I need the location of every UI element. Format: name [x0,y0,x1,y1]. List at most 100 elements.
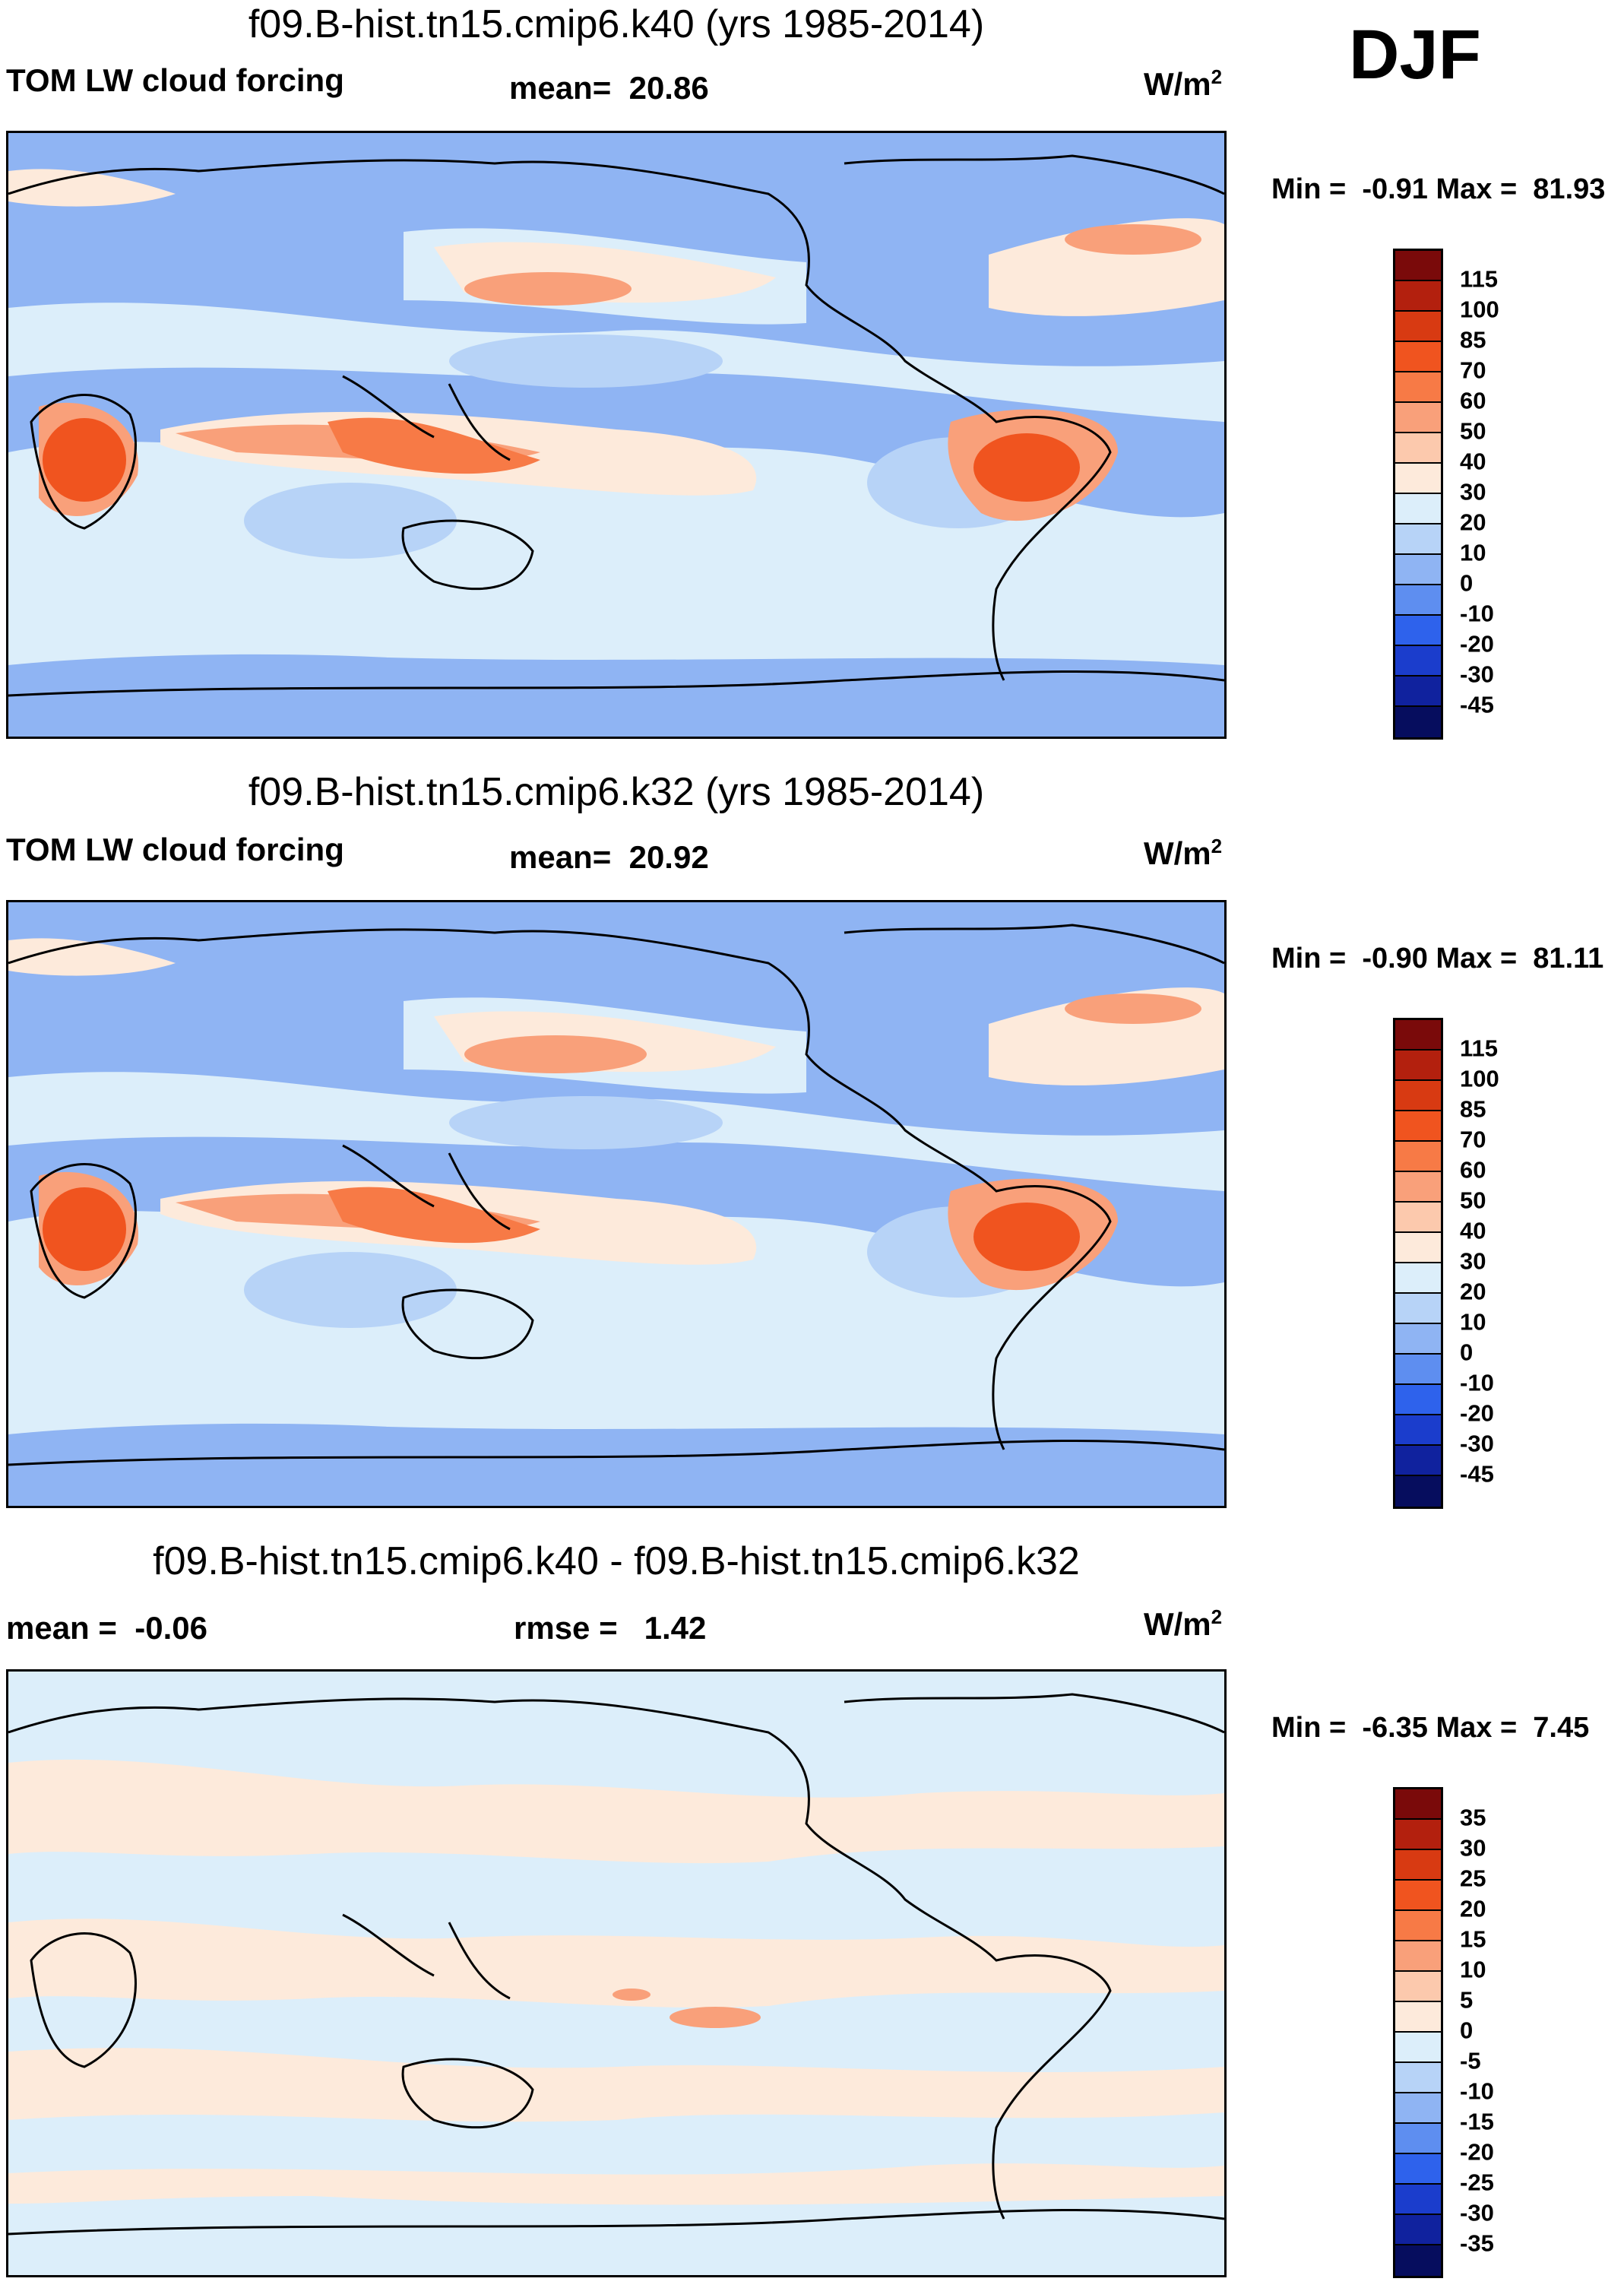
colorbar-tick-label: 20 [1460,1895,1486,1922]
colorbar-tick-label: 60 [1460,1156,1486,1184]
colorbar-tick-label: 10 [1460,1956,1486,1983]
antarctica-region [8,1447,1224,1506]
pacific-light-blue [449,334,723,388]
colorbar-tick-label: 115 [1460,265,1499,293]
panel3-mean: mean = -0.06 [6,1610,207,1646]
colorbar-tick-label: -10 [1460,1369,1494,1396]
colorbar-tick-label: 15 [1460,1925,1486,1953]
colorbar-cell [1395,1233,1441,1263]
colorbar-tick-label: 10 [1460,1308,1486,1336]
colorbar-cell [1395,2215,1441,2245]
europe-peach [8,169,176,207]
colorbar-tick-label: 100 [1460,296,1499,323]
colorbar-tick-label: -45 [1460,691,1494,718]
pacific-salmon-small [613,1989,651,2001]
panel3-colorbar [1393,1787,1443,2278]
colorbar-cell [1395,1142,1441,1172]
colorbar-cell [1395,1820,1441,1850]
colorbar-cell [1395,646,1441,677]
units-text: W/m [1144,1606,1211,1642]
panel1-map [6,131,1227,739]
colorbar-cell [1395,312,1441,342]
panel3-min-label: Min = [1271,1712,1347,1744]
samerica-orange [973,1203,1080,1271]
colorbar-tick-label: 70 [1460,1126,1486,1153]
colorbar-cell [1395,1941,1441,1972]
units-exponent: 2 [1211,1605,1223,1628]
colorbar-tick-label: 60 [1460,387,1486,414]
colorbar-cell [1395,281,1441,312]
colorbar-cell [1395,677,1441,707]
coastlines [8,924,1224,1466]
colorbar-tick-label: -10 [1460,2077,1494,2105]
colorbar-tick-label: 30 [1460,478,1486,505]
colorbar-cell [1395,1881,1441,1911]
colorbar-tick-label: -30 [1460,1430,1494,1457]
colorbar-cell [1395,1476,1441,1507]
colorbar-cell [1395,1415,1441,1446]
colorbar-cell [1395,2063,1441,2093]
indian-light-blue [244,1252,457,1328]
panel3-title: f09.B-hist.tn15.cmip6.k40 - f09.B-hist.t… [153,1539,1080,1583]
colorbar-cell [1395,2124,1441,2154]
colorbar-tick-label: -15 [1460,2108,1494,2135]
panel3-map-svg [8,1672,1224,2275]
panel1-min-value: -0.91 [1362,173,1428,205]
panel2-title: f09.B-hist.tn15.cmip6.k32 (yrs 1985-2014… [248,770,985,814]
colorbar-tick-label: 20 [1460,1278,1486,1305]
panel1-mean-label: mean= [509,70,612,106]
colorbar-cell [1395,251,1441,281]
colorbar-cell [1395,1385,1441,1415]
colorbar-cell [1395,1324,1441,1355]
coastlines [8,1693,1224,2236]
colorbar-cell [1395,616,1441,646]
colorbar-cell [1395,1020,1441,1051]
colorbar-cell [1395,1972,1441,2002]
colorbar-cell [1395,1911,1441,1941]
panel2-map-svg [8,902,1224,1506]
panel3-max-label: Max = [1436,1712,1518,1744]
north-pacific-salmon [464,272,632,306]
panel3-minmax: Min = -6.35 Max = 7.45 [1271,1712,1589,1745]
europe-peach [8,938,176,976]
panel1-min-label: Min = [1271,173,1347,205]
colorbar-cell [1395,1446,1441,1476]
panel2-minmax: Min = -0.90 Max = 81.11 [1271,943,1603,975]
colorbar-cell [1395,1355,1441,1385]
units-exponent: 2 [1211,65,1223,88]
colorbar-tick-label: -45 [1460,1460,1494,1488]
colorbar-cell [1395,342,1441,372]
colorbar-tick-label: 115 [1460,1035,1499,1062]
panel2-map [6,900,1227,1508]
colorbar-tick-label: -30 [1460,2199,1494,2226]
tropical-peach-band [8,1919,1224,2008]
colorbar-cell [1395,1263,1441,1294]
colorbar-tick-label: 100 [1460,1065,1499,1092]
colorbar-cell [1395,2245,1441,2276]
panel1-max-label: Max = [1436,173,1518,205]
colorbar-cell [1395,403,1441,433]
panel1-mean: mean= 20.86 [509,70,709,106]
panel2-max-value: 81.11 [1533,943,1604,974]
colorbar-cell [1395,585,1441,616]
colorbar-tick-label: 40 [1460,1217,1486,1244]
panel1-max-value: 81.93 [1533,173,1606,205]
coastlines [8,154,1224,697]
north-pacific-salmon [464,1035,647,1073]
colorbar-cell [1395,707,1441,737]
colorbar-tick-label: 25 [1460,1865,1486,1892]
antarctica-region [8,677,1224,737]
colorbar-cell [1395,524,1441,555]
panel1-variable: TOM LW cloud forcing [6,62,344,98]
colorbar-tick-label: -20 [1460,1399,1494,1427]
maritime-orange [328,1187,540,1244]
panel2-mean-value: 20.92 [628,839,709,875]
panel3-units: W/m2 [1144,1605,1222,1643]
panel3-mean-value: -0.06 [135,1610,207,1646]
colorbar-cell [1395,1850,1441,1881]
colorbar-tick-label: 50 [1460,417,1486,445]
colorbar-tick-label: -30 [1460,661,1494,688]
colorbar-cell [1395,1111,1441,1142]
units-exponent: 2 [1211,835,1223,857]
panel1-units: W/m2 [1144,65,1222,103]
